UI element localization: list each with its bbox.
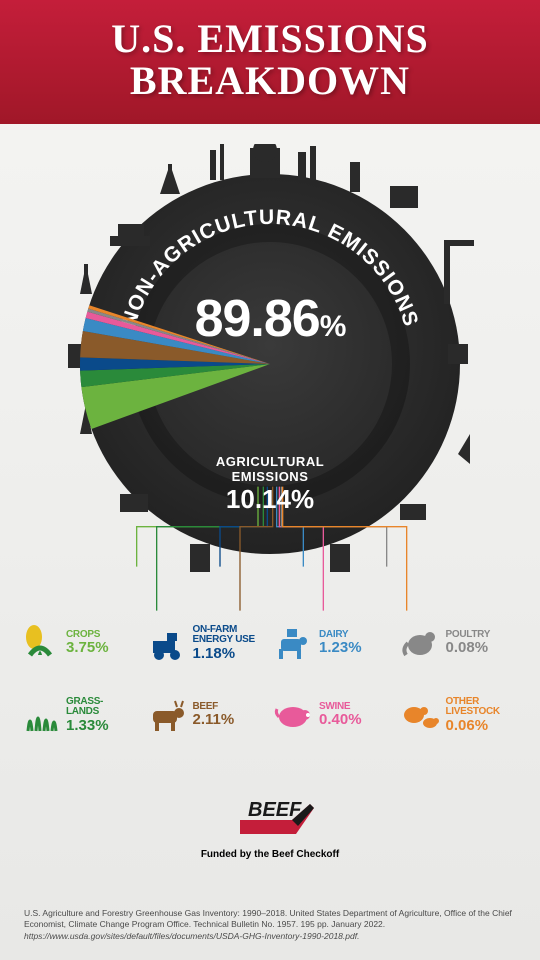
- citation-body: U.S. Agriculture and Forestry Greenhouse…: [24, 908, 512, 929]
- funded-by-text: Funded by the Beef Checkoff: [0, 849, 540, 860]
- category-pct: 0.08%: [446, 640, 491, 656]
- category-pct: 3.75%: [66, 640, 109, 656]
- beef-logo-text: BEEF: [248, 799, 302, 821]
- category-pct: 0.40%: [319, 712, 362, 728]
- agricultural-label: AGRICULTURAL EMISSIONS 10.14%: [50, 454, 490, 515]
- citation-url: https://www.usda.gov/sites/default/files…: [24, 931, 359, 941]
- swine-icon: [273, 695, 313, 735]
- category-label: OTHERLIVESTOCK: [446, 697, 500, 718]
- page-title: U.S. EMISSIONS BREAKDOWN: [0, 18, 540, 102]
- emissions-globe: NON-AGRICULTURAL EMISSIONS 89.86% AGRICU…: [50, 144, 490, 584]
- title-banner: U.S. EMISSIONS BREAKDOWN: [0, 0, 540, 124]
- category-pct: 0.06%: [446, 718, 500, 734]
- ag-label-line2: EMISSIONS: [50, 469, 490, 484]
- category-pct: 1.23%: [319, 640, 362, 656]
- title-line2: BREAKDOWN: [130, 58, 410, 103]
- category-beef: BEEF2.11%: [147, 682, 268, 748]
- ag-label-line1: AGRICULTURAL: [50, 454, 490, 469]
- category-grasslands: GRASS-LANDS1.33%: [20, 682, 141, 748]
- footer-logo-block: BEEF Funded by the Beef Checkoff: [0, 792, 540, 860]
- beef-logo: BEEF: [220, 792, 320, 842]
- other-icon: [400, 695, 440, 735]
- title-line1: U.S. EMISSIONS: [111, 16, 428, 61]
- grasslands-icon: [20, 695, 60, 735]
- category-label: GRASS-LANDS: [66, 697, 109, 718]
- ag-pct: 10.14%: [50, 484, 490, 515]
- category-swine: SWINE0.40%: [273, 682, 394, 748]
- citation-text: U.S. Agriculture and Forestry Greenhouse…: [24, 908, 516, 942]
- category-pct: 2.11%: [193, 712, 235, 728]
- category-other: OTHERLIVESTOCK0.06%: [400, 682, 521, 748]
- category-pct: 1.33%: [66, 718, 109, 734]
- beef-icon: [147, 695, 187, 735]
- category-pct: 1.18%: [193, 646, 255, 662]
